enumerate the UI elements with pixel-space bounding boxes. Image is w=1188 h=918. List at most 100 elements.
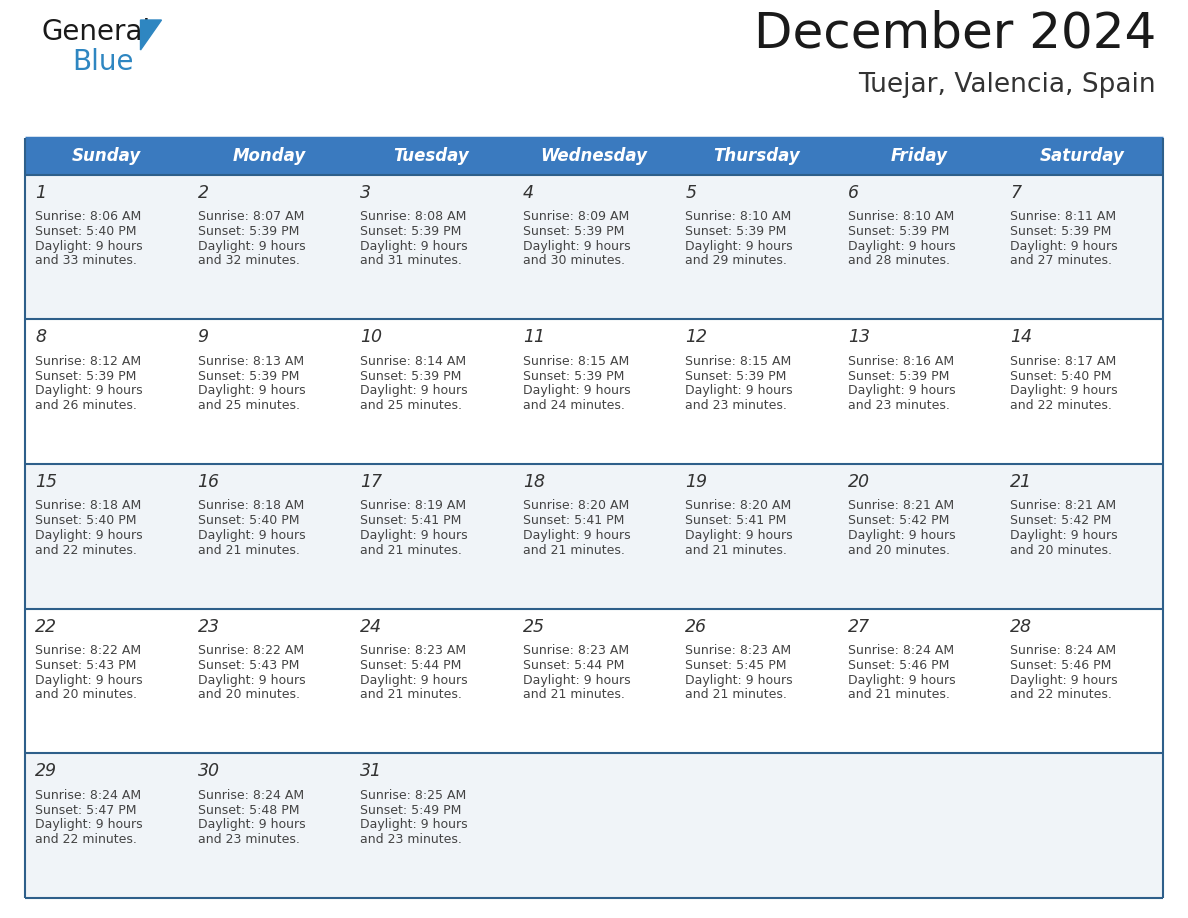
Text: and 21 minutes.: and 21 minutes. (848, 688, 949, 701)
Text: Sunset: 5:46 PM: Sunset: 5:46 PM (1011, 659, 1112, 672)
Text: 23: 23 (197, 618, 220, 635)
Text: 26: 26 (685, 618, 707, 635)
Text: Sunset: 5:39 PM: Sunset: 5:39 PM (360, 225, 461, 238)
Text: Sunrise: 8:18 AM: Sunrise: 8:18 AM (34, 499, 141, 512)
Text: Daylight: 9 hours: Daylight: 9 hours (197, 529, 305, 542)
Text: Daylight: 9 hours: Daylight: 9 hours (34, 240, 143, 252)
Text: Sunrise: 8:08 AM: Sunrise: 8:08 AM (360, 210, 467, 223)
Text: 3: 3 (360, 184, 371, 201)
Text: Sunset: 5:44 PM: Sunset: 5:44 PM (360, 659, 461, 672)
Text: Sunset: 5:47 PM: Sunset: 5:47 PM (34, 803, 137, 817)
Text: Daylight: 9 hours: Daylight: 9 hours (360, 819, 468, 832)
Text: and 28 minutes.: and 28 minutes. (848, 254, 950, 267)
Text: Sunset: 5:44 PM: Sunset: 5:44 PM (523, 659, 624, 672)
Text: and 21 minutes.: and 21 minutes. (523, 543, 625, 557)
Text: Daylight: 9 hours: Daylight: 9 hours (197, 385, 305, 397)
Text: Saturday: Saturday (1040, 147, 1124, 165)
Text: Sunrise: 8:11 AM: Sunrise: 8:11 AM (1011, 210, 1117, 223)
Text: 28: 28 (1011, 618, 1032, 635)
Text: Sunset: 5:40 PM: Sunset: 5:40 PM (34, 514, 137, 527)
Text: and 23 minutes.: and 23 minutes. (848, 399, 949, 412)
Text: Sunrise: 8:06 AM: Sunrise: 8:06 AM (34, 210, 141, 223)
Text: Daylight: 9 hours: Daylight: 9 hours (34, 674, 143, 687)
Text: Daylight: 9 hours: Daylight: 9 hours (685, 385, 792, 397)
Text: and 21 minutes.: and 21 minutes. (360, 543, 462, 557)
Text: and 22 minutes.: and 22 minutes. (34, 834, 137, 846)
Text: Sunset: 5:41 PM: Sunset: 5:41 PM (685, 514, 786, 527)
Text: Daylight: 9 hours: Daylight: 9 hours (523, 529, 631, 542)
Text: and 23 minutes.: and 23 minutes. (197, 834, 299, 846)
Text: Sunrise: 8:21 AM: Sunrise: 8:21 AM (1011, 499, 1117, 512)
Text: Sunrise: 8:15 AM: Sunrise: 8:15 AM (685, 354, 791, 368)
Text: Blue: Blue (72, 48, 133, 76)
Text: Sunset: 5:39 PM: Sunset: 5:39 PM (848, 225, 949, 238)
Text: and 33 minutes.: and 33 minutes. (34, 254, 137, 267)
Text: Sunrise: 8:10 AM: Sunrise: 8:10 AM (685, 210, 791, 223)
Text: Daylight: 9 hours: Daylight: 9 hours (1011, 674, 1118, 687)
Text: Sunset: 5:39 PM: Sunset: 5:39 PM (197, 370, 299, 383)
Text: Sunset: 5:39 PM: Sunset: 5:39 PM (197, 225, 299, 238)
Text: Daylight: 9 hours: Daylight: 9 hours (360, 240, 468, 252)
Text: and 26 minutes.: and 26 minutes. (34, 399, 137, 412)
Text: 18: 18 (523, 473, 545, 491)
Text: 21: 21 (1011, 473, 1032, 491)
Text: and 25 minutes.: and 25 minutes. (360, 399, 462, 412)
Text: Thursday: Thursday (713, 147, 800, 165)
Text: and 23 minutes.: and 23 minutes. (360, 834, 462, 846)
Text: Sunset: 5:39 PM: Sunset: 5:39 PM (685, 225, 786, 238)
Text: 16: 16 (197, 473, 220, 491)
Text: Daylight: 9 hours: Daylight: 9 hours (848, 529, 955, 542)
Text: 14: 14 (1011, 329, 1032, 346)
Text: and 21 minutes.: and 21 minutes. (685, 688, 788, 701)
Text: and 25 minutes.: and 25 minutes. (197, 399, 299, 412)
Text: Friday: Friday (891, 147, 948, 165)
Text: Daylight: 9 hours: Daylight: 9 hours (1011, 240, 1118, 252)
Text: and 21 minutes.: and 21 minutes. (360, 688, 462, 701)
Text: December 2024: December 2024 (753, 10, 1156, 58)
Text: Sunrise: 8:10 AM: Sunrise: 8:10 AM (848, 210, 954, 223)
Text: and 31 minutes.: and 31 minutes. (360, 254, 462, 267)
Text: Sunset: 5:43 PM: Sunset: 5:43 PM (197, 659, 299, 672)
Text: Tuesday: Tuesday (393, 147, 469, 165)
Text: Daylight: 9 hours: Daylight: 9 hours (360, 674, 468, 687)
Text: Sunrise: 8:24 AM: Sunrise: 8:24 AM (848, 644, 954, 657)
Text: Sunset: 5:39 PM: Sunset: 5:39 PM (523, 225, 624, 238)
Text: Sunrise: 8:13 AM: Sunrise: 8:13 AM (197, 354, 304, 368)
Text: 31: 31 (360, 762, 383, 780)
Text: 9: 9 (197, 329, 209, 346)
Text: Daylight: 9 hours: Daylight: 9 hours (1011, 529, 1118, 542)
Text: 24: 24 (360, 618, 383, 635)
Text: Sunrise: 8:17 AM: Sunrise: 8:17 AM (1011, 354, 1117, 368)
Text: Daylight: 9 hours: Daylight: 9 hours (685, 240, 792, 252)
Text: Daylight: 9 hours: Daylight: 9 hours (197, 240, 305, 252)
Bar (25, 464, 1163, 609)
Text: Sunrise: 8:09 AM: Sunrise: 8:09 AM (523, 210, 628, 223)
Bar (25, 174, 1163, 319)
Text: Sunset: 5:39 PM: Sunset: 5:39 PM (1011, 225, 1112, 238)
Text: 2: 2 (197, 184, 209, 201)
Text: Sunrise: 8:22 AM: Sunrise: 8:22 AM (34, 644, 141, 657)
Text: Daylight: 9 hours: Daylight: 9 hours (197, 819, 305, 832)
Text: Tuejar, Valencia, Spain: Tuejar, Valencia, Spain (859, 72, 1156, 98)
Text: Sunrise: 8:20 AM: Sunrise: 8:20 AM (523, 499, 628, 512)
Text: Sunrise: 8:24 AM: Sunrise: 8:24 AM (1011, 644, 1117, 657)
Text: Daylight: 9 hours: Daylight: 9 hours (848, 385, 955, 397)
Text: 25: 25 (523, 618, 545, 635)
Text: Daylight: 9 hours: Daylight: 9 hours (360, 529, 468, 542)
Text: Daylight: 9 hours: Daylight: 9 hours (1011, 385, 1118, 397)
Text: and 32 minutes.: and 32 minutes. (197, 254, 299, 267)
Text: 12: 12 (685, 329, 707, 346)
Text: Daylight: 9 hours: Daylight: 9 hours (685, 674, 792, 687)
Text: Sunset: 5:39 PM: Sunset: 5:39 PM (34, 370, 137, 383)
Text: 20: 20 (848, 473, 870, 491)
Text: Sunrise: 8:21 AM: Sunrise: 8:21 AM (848, 499, 954, 512)
Text: Sunset: 5:46 PM: Sunset: 5:46 PM (848, 659, 949, 672)
Text: Daylight: 9 hours: Daylight: 9 hours (34, 385, 143, 397)
Text: 30: 30 (197, 762, 220, 780)
Text: and 21 minutes.: and 21 minutes. (197, 543, 299, 557)
Text: 8: 8 (34, 329, 46, 346)
Text: and 22 minutes.: and 22 minutes. (1011, 688, 1112, 701)
Text: Sunrise: 8:14 AM: Sunrise: 8:14 AM (360, 354, 466, 368)
Text: and 22 minutes.: and 22 minutes. (34, 543, 137, 557)
Text: and 20 minutes.: and 20 minutes. (848, 543, 950, 557)
